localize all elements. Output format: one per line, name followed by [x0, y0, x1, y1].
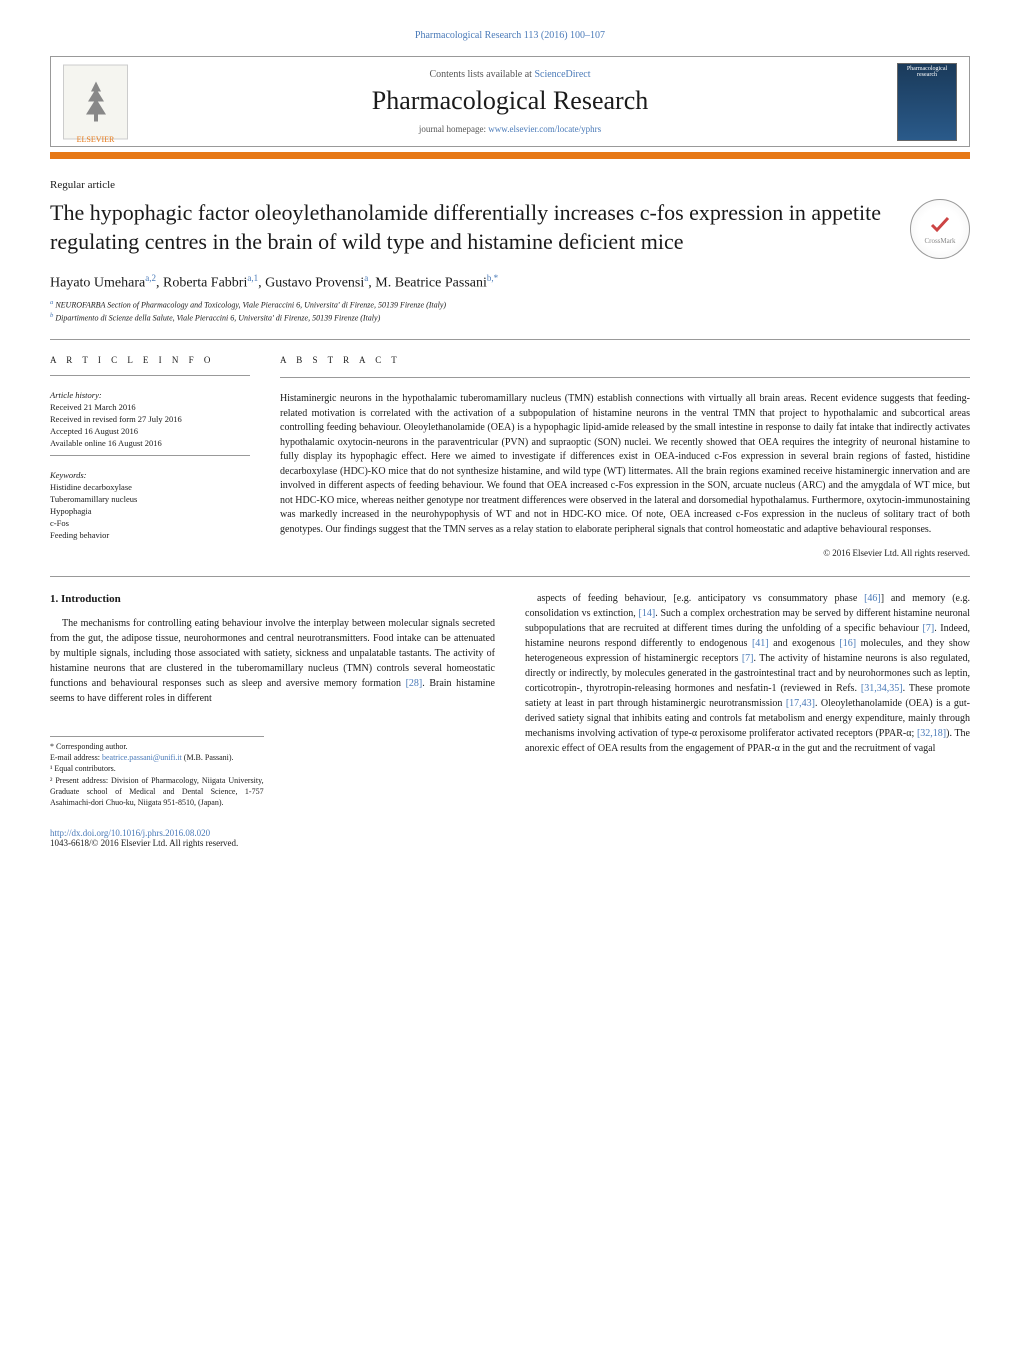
- ref-link[interactable]: [31,34,35]: [861, 683, 903, 694]
- crossmark-icon[interactable]: CrossMark: [910, 199, 970, 259]
- ref-link[interactable]: [17,43]: [786, 698, 815, 709]
- article-title: The hypophagic factor oleoylethanolamide…: [50, 199, 890, 256]
- divider: [50, 339, 970, 340]
- footnotes: * Corresponding author. E-mail address: …: [50, 736, 264, 808]
- body: 1. Introduction The mechanisms for contr…: [50, 591, 970, 808]
- journal-header: ELSEVIER Pharmacological research Conten…: [50, 56, 970, 147]
- ref-link[interactable]: [14]: [639, 608, 656, 619]
- journal-title: Pharmacological Research: [141, 86, 879, 116]
- ref-link[interactable]: [16]: [839, 638, 856, 649]
- section-1-heading: 1. Introduction: [50, 591, 495, 608]
- ref-link[interactable]: [46]: [864, 593, 881, 604]
- journal-cover-thumb: Pharmacological research: [897, 63, 957, 141]
- ref-link[interactable]: [32,18]: [917, 728, 946, 739]
- affiliations: a NEUROFARBA Section of Pharmacology and…: [50, 298, 970, 324]
- ref-link[interactable]: [7]: [923, 623, 935, 634]
- body-col-right: aspects of feeding behaviour, [e.g. anti…: [525, 591, 970, 808]
- ref-link[interactable]: [7]: [742, 653, 754, 664]
- doi-link[interactable]: http://dx.doi.org/10.1016/j.phrs.2016.08…: [50, 828, 210, 838]
- article-info: A R T I C L E I N F O Article history: R…: [50, 354, 250, 560]
- elsevier-tree-icon: [63, 64, 128, 139]
- doi-block: http://dx.doi.org/10.1016/j.phrs.2016.08…: [50, 828, 970, 848]
- authors: Hayato Umeharaa,2, Roberta Fabbria,1, Gu…: [50, 273, 970, 292]
- homepage-link[interactable]: www.elsevier.com/locate/yphrs: [488, 124, 601, 134]
- abstract-heading: A B S T R A C T: [280, 354, 970, 367]
- ref-link[interactable]: [41]: [752, 638, 769, 649]
- contents-line: Contents lists available at ScienceDirec…: [141, 69, 879, 80]
- journal-ref: Pharmacological Research 113 (2016) 100–…: [50, 30, 970, 41]
- article-type: Regular article: [50, 179, 970, 191]
- info-heading: A R T I C L E I N F O: [50, 354, 250, 367]
- orange-divider: [50, 152, 970, 159]
- abstract-copyright: © 2016 Elsevier Ltd. All rights reserved…: [280, 547, 970, 560]
- ref-link[interactable]: [28]: [406, 678, 423, 689]
- body-col-left: 1. Introduction The mechanisms for contr…: [50, 591, 495, 808]
- abstract-text: Histaminergic neurons in the hypothalami…: [280, 392, 970, 537]
- email-link[interactable]: beatrice.passani@unifi.it: [102, 753, 182, 762]
- abstract: A B S T R A C T Histaminergic neurons in…: [280, 354, 970, 560]
- elsevier-label: ELSEVIER: [63, 135, 128, 144]
- sciencedirect-link[interactable]: ScienceDirect: [534, 69, 590, 80]
- homepage-line: journal homepage: www.elsevier.com/locat…: [141, 124, 879, 134]
